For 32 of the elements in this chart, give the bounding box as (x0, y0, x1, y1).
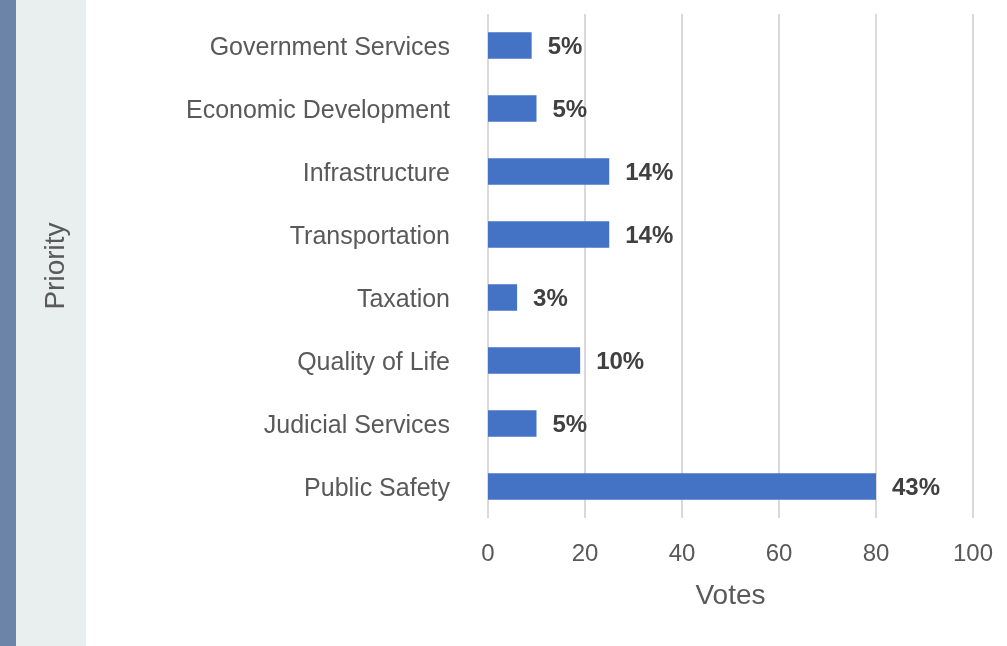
x-tick-label: 20 (571, 538, 599, 566)
x-tick-label: 60 (765, 538, 793, 566)
x-tick-label: 40 (668, 538, 696, 566)
bar (488, 158, 610, 185)
bar (488, 473, 876, 500)
annotation: 10% (596, 347, 645, 374)
y-tick-label: Economic Development (185, 94, 451, 123)
bar (488, 221, 610, 248)
bar (488, 347, 581, 374)
y-tick-label: Transportation (289, 220, 450, 249)
y-tick-label: Infrastructure (302, 157, 450, 186)
annotation: 5% (552, 95, 588, 122)
y-tick-label: Public Safety (304, 472, 451, 501)
x-tick-label: 80 (862, 538, 890, 566)
annotation: 5% (552, 410, 588, 437)
y-tick-label: Quality of Life (297, 346, 450, 375)
annotation: 14% (625, 221, 674, 248)
y-tick-label: Taxation (356, 283, 450, 312)
bar (488, 410, 537, 437)
annotation: 43% (892, 473, 941, 500)
y-axis-title: Priority (38, 222, 70, 310)
bar (488, 32, 532, 59)
annotation: 3% (533, 284, 568, 311)
y-tick-label: Judicial Services (263, 409, 450, 438)
annotation: 14% (625, 158, 674, 185)
bar (488, 284, 518, 311)
x-tick-label: 100 (952, 538, 994, 566)
x-axis-title: Votes (695, 578, 766, 610)
x-tick-label: 0 (481, 538, 495, 566)
bar (488, 95, 537, 122)
y-tick-label: Government Services (209, 31, 450, 60)
annotation: 5% (547, 32, 583, 59)
